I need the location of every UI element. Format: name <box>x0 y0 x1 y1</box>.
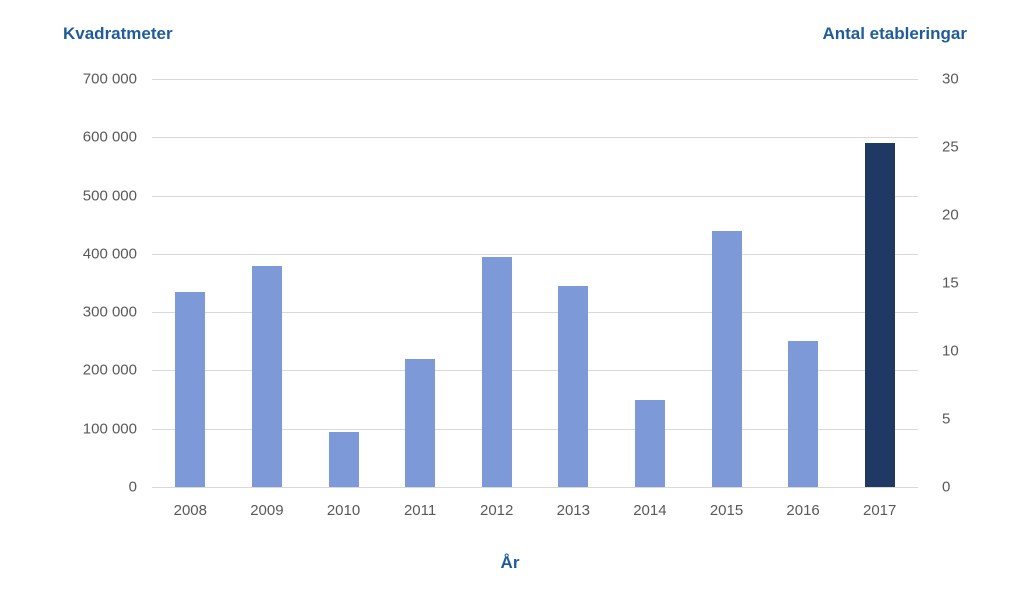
x-axis-tick-label: 2011 <box>403 502 437 519</box>
x-axis-title: År <box>500 553 520 572</box>
left-axis-title: Kvadratmeter <box>63 24 173 43</box>
left-axis-tick-label: 600 000 <box>82 128 137 146</box>
right-axis-tick-label: 15 <box>942 274 959 292</box>
gridline <box>152 195 918 197</box>
bar-2010 <box>328 431 359 487</box>
left-axis-tick-label: 300 000 <box>82 303 137 321</box>
gridline <box>152 79 918 80</box>
left-axis-tick-label: 0 <box>128 478 137 496</box>
bar-2015 <box>711 230 742 487</box>
left-axis-tick-label: 100 000 <box>82 420 137 438</box>
x-axis-tick-label: 2017 <box>863 502 897 519</box>
right-axis-tick-label: 10 <box>942 342 959 360</box>
right-axis-ticks: 0 5 10 15 20 25 30 <box>942 71 1012 496</box>
x-axis-tick-label: 2014 <box>633 502 667 519</box>
x-axis-tick-label: 2012 <box>480 502 514 519</box>
plot-area <box>152 79 918 488</box>
x-axis-tick-label: 2016 <box>786 502 820 519</box>
bar-2014 <box>634 399 665 487</box>
right-axis-tick-label: 25 <box>942 138 959 156</box>
gridline <box>152 253 918 255</box>
x-axis-tick-label: 2013 <box>556 502 590 519</box>
bar-2012 <box>481 256 512 487</box>
right-axis-title: Antal etableringar <box>822 24 967 43</box>
gridline <box>152 137 918 139</box>
gridline <box>152 487 918 488</box>
right-axis-tick-label: 20 <box>942 206 959 224</box>
right-axis-tick-label: 0 <box>942 478 951 496</box>
x-axis-tick-label: 2015 <box>709 502 744 519</box>
x-axis-ticks: 2008 2009 2010 2011 2012 2013 2014 2015 2016 2017 <box>152 502 918 524</box>
bar-2017 <box>864 143 895 487</box>
x-axis-tick-label: 2010 <box>326 502 361 519</box>
left-axis-tick-label: 200 000 <box>82 361 137 379</box>
gridline <box>152 428 918 430</box>
bar-2011 <box>405 358 436 487</box>
right-axis-tick-label: 5 <box>942 410 951 428</box>
bar-2008 <box>175 291 206 487</box>
x-axis-tick-label: 2008 <box>173 502 207 519</box>
gridline <box>152 312 918 314</box>
x-axis-tick-label: 2009 <box>250 502 284 519</box>
left-axis-tick-label: 700 000 <box>82 70 137 88</box>
left-axis-ticks: 0 100 000 200 000 300 000 400 000 500 000 600 … <box>0 71 137 496</box>
bar-2013 <box>558 285 589 487</box>
bar-2016 <box>788 341 819 487</box>
gridline <box>152 370 918 372</box>
left-axis-tick-label: 400 000 <box>82 245 137 263</box>
left-axis-tick-label: 500 000 <box>82 187 137 205</box>
bar-2009 <box>251 265 282 487</box>
right-axis-tick-label: 30 <box>942 70 959 88</box>
